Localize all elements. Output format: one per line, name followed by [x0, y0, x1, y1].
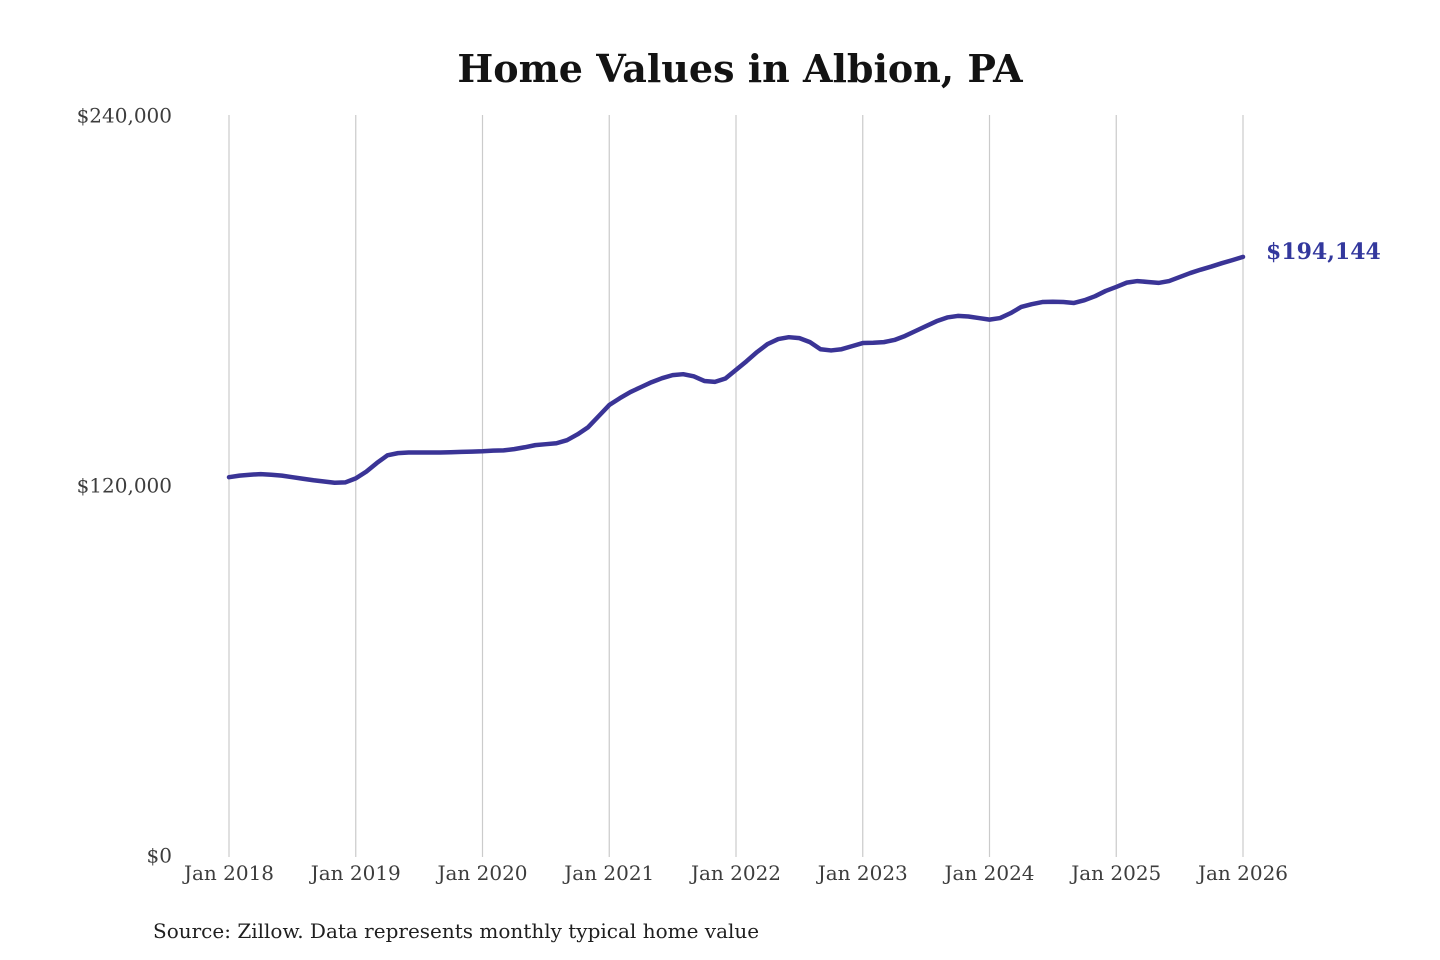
x-axis-tick-label: Jan 2018 [182, 861, 274, 885]
x-axis-tick-label: Jan 2024 [942, 861, 1034, 885]
x-axis-tick-label: Jan 2020 [435, 861, 527, 885]
latest-value-annotation: $194,144 [1266, 239, 1381, 265]
y-axis-tick-label: $0 [147, 844, 172, 868]
year-gridlines [228, 115, 1244, 857]
y-axis-tick-label: $120,000 [77, 474, 172, 498]
x-axis-tick-label: Jan 2019 [309, 861, 401, 885]
x-axis-tick-label: Jan 2026 [1196, 861, 1288, 885]
y-axis-tick-label: $240,000 [77, 104, 172, 128]
y-axis-tick-labels: $0 $120,000 $240,000 [77, 104, 172, 868]
x-axis-tick-labels: Jan 2018 Jan 2019 Jan 2020 Jan 2021 Jan 2022… [182, 861, 1288, 885]
chart-title: Home Values in Albion, PA [457, 46, 1023, 91]
home-value-line [226, 254, 1246, 485]
source-note: Source: Zillow. Data represents monthly … [153, 919, 759, 943]
x-axis-tick-label: Jan 2021 [562, 861, 654, 885]
x-axis-tick-label: Jan 2022 [689, 861, 781, 885]
x-axis-tick-label: Jan 2023 [816, 861, 908, 885]
x-axis-tick-label: Jan 2025 [1069, 861, 1161, 885]
